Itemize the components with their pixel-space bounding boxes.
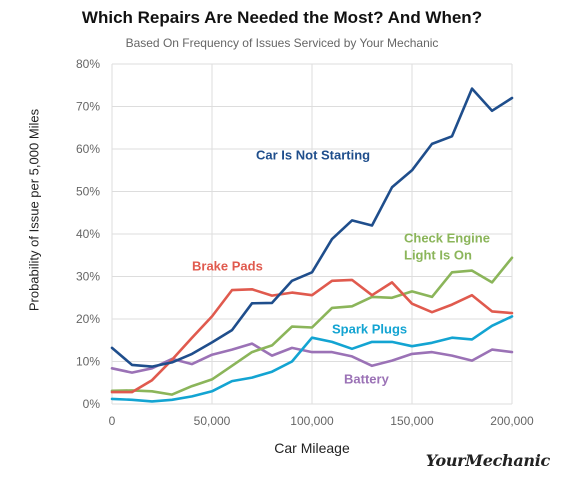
chart-title: Which Repairs Are Needed the Most? And W…	[81, 8, 483, 27]
series-label-car-is-not-starting: Car Is Not Starting	[256, 148, 370, 163]
y-tick-label: 50%	[76, 185, 100, 199]
series-line-brake-pads	[110, 278, 514, 394]
x-tick-label: 200,000	[490, 414, 534, 428]
y-tick-label: 20%	[76, 312, 100, 326]
y-tick-label: 30%	[76, 270, 100, 284]
y-tick-label: 80%	[76, 57, 100, 71]
series-line-car-is-not-starting	[110, 87, 514, 368]
y-tick-label: 40%	[76, 227, 100, 241]
series-line-check-engine-light-is-on	[110, 256, 514, 396]
x-tick-label: 50,000	[194, 414, 231, 428]
series-label-check-engine-light-is-on: Check Engine Light Is On	[404, 231, 490, 263]
y-tick-label: 0%	[83, 397, 101, 411]
x-tick-label: 150,000	[390, 414, 434, 428]
x-tick-label: 100,000	[290, 414, 334, 428]
axis-ticks: 0% 10% 20% 30% 40% 50% 60% 70% 80% 0 50,000 100,000…	[76, 57, 534, 428]
x-tick-label: 0	[109, 414, 116, 428]
x-axis-label: Car Mileage	[274, 440, 350, 456]
series-label-spark-plugs: Spark Plugs	[332, 321, 407, 336]
series-lines	[110, 87, 514, 403]
series-label-brake-pads: Brake Pads	[192, 259, 263, 274]
series-labels: Car Is Not Starting Brake Pads Check Engin…	[192, 148, 490, 387]
brand-logo: YourMechanic	[425, 451, 551, 470]
y-tick-label: 10%	[76, 355, 100, 369]
y-tick-label: 70%	[76, 100, 100, 114]
series-label-battery: Battery	[344, 372, 390, 387]
y-tick-label: 60%	[76, 142, 100, 156]
series-line-spark-plugs	[110, 315, 514, 403]
chart-subtitle: Based On Frequency of Issues Serviced by…	[125, 36, 439, 50]
